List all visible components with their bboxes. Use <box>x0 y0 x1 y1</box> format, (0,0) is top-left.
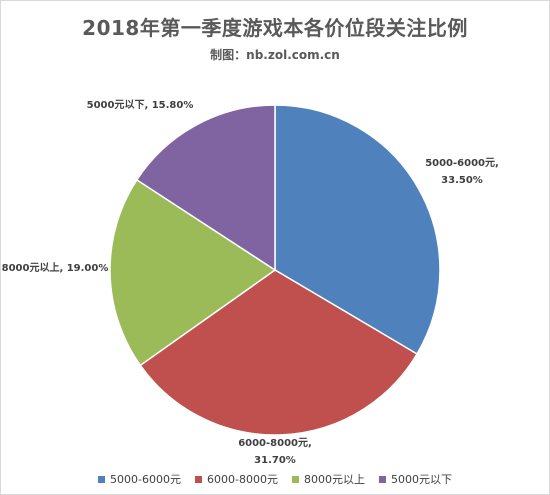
data-label: 5000-6000元, <box>425 157 499 169</box>
legend-item-under-5000: 5000元以下 <box>378 471 452 487</box>
legend-swatch <box>195 475 202 483</box>
pie-slice <box>109 178 277 367</box>
legend-label: 5000元以下 <box>390 473 452 486</box>
legend-swatch <box>291 475 299 483</box>
chart-subtitle: 制图：nb.zol.com.cn <box>210 48 340 62</box>
data-label: 8000元以上, 19.00% <box>2 261 109 274</box>
legend-item-5000-6000: 5000-6000元 <box>98 471 181 487</box>
legend-label: 6000-8000元 <box>207 473 278 486</box>
data-label: 5000元以下, 15.80% <box>87 99 194 111</box>
legend-swatch <box>378 475 386 483</box>
data-label: 6000-8000元, <box>238 437 312 449</box>
legend-item-6000-8000: 6000-8000元 <box>195 471 278 487</box>
chart-title: 2018年第一季度游戏本各价位段关注比例 <box>82 16 468 40</box>
data-label-value: 31.70% <box>254 455 296 466</box>
legend-swatch <box>98 475 106 483</box>
pie-slice <box>139 269 419 436</box>
chart-legend: 5000-6000元 6000-8000元 8000元以上 5000元以下 <box>0 471 550 487</box>
legend-label: 5000-6000元 <box>110 473 181 486</box>
pie-slice <box>274 104 441 356</box>
data-label-value: 33.50% <box>441 175 483 186</box>
pie-slice <box>135 104 276 272</box>
legend-label: 8000元以上 <box>303 473 365 486</box>
legend-item-8000-plus: 8000元以上 <box>291 471 365 487</box>
